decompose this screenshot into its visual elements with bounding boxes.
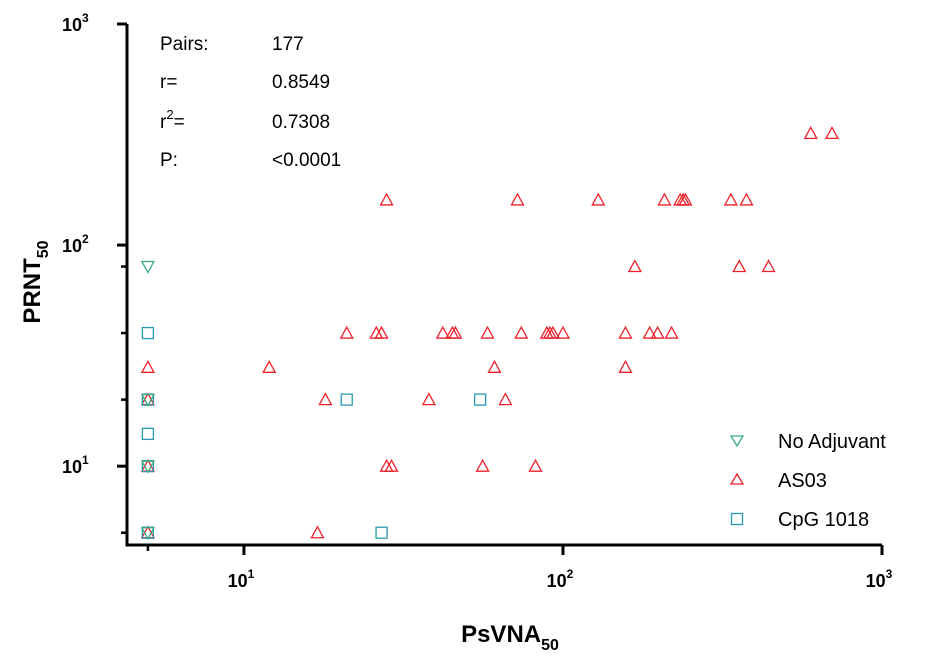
data-point-as03	[421, 392, 436, 406]
data-point-as03	[545, 325, 561, 339]
data-point-as03	[723, 192, 738, 206]
stat-r2-label-base: r	[160, 112, 167, 133]
data-point-cpg-1018	[473, 393, 487, 406]
data-point-cpg-1018	[340, 393, 353, 406]
data-point-as03	[498, 392, 513, 406]
data-point-no-adjuvant	[140, 527, 155, 541]
data-point-as03	[140, 359, 155, 373]
x-tick-label: 103	[866, 567, 893, 591]
data-point-as03	[678, 192, 693, 206]
stat-pairs-label: Pairs:	[160, 34, 209, 55]
y-tick-label: 102	[62, 232, 89, 256]
triangle-up-icon	[729, 472, 745, 485]
y-axis-title: PRNT50	[19, 240, 52, 323]
legend-item-no-adjuvant: No Adjuvant	[729, 431, 886, 453]
data-point-as03	[591, 192, 606, 206]
data-point-as03	[339, 325, 354, 339]
data-point-as03	[739, 192, 754, 206]
data-point-as03	[262, 359, 277, 373]
legend-item-as03: AS03	[729, 470, 827, 492]
data-point-as03	[510, 192, 525, 206]
data-point-no-adjuvant	[140, 260, 155, 274]
x-axis-title-subscript: 50	[541, 637, 559, 654]
legend: No Adjuvant AS03 CpG 1018	[729, 431, 886, 531]
legend-label-cpg-1018: CpG 1018	[778, 509, 869, 531]
data-point-as03	[310, 525, 325, 539]
data-point-as03	[435, 325, 450, 339]
data-point-as03	[761, 259, 776, 273]
stat-p-label: P:	[160, 150, 178, 171]
data-point-as03	[618, 359, 633, 373]
stat-r-label: r=	[160, 72, 177, 93]
x-tick-label: 102	[547, 567, 574, 591]
x-axis-title: PsVNA50	[461, 621, 559, 654]
stat-r-value: 0.8549	[272, 72, 330, 93]
data-point-as03	[642, 325, 657, 339]
x-axis-title-main: PsVNA	[461, 621, 541, 648]
stat-r2-label: r2=	[160, 107, 185, 133]
data-point-cpg-1018	[141, 326, 155, 340]
y-axis-title-main: PRNT	[19, 258, 46, 324]
y-tick-label: 101	[62, 453, 89, 477]
y-tick-label: 103	[62, 11, 89, 35]
data-point-as03	[384, 458, 399, 472]
data-point-as03	[379, 192, 394, 206]
data-point-as03	[732, 259, 747, 273]
x-tick-label: 101	[228, 567, 255, 591]
data-point-as03	[664, 325, 679, 339]
data-point-cpg-1018	[375, 526, 388, 539]
data-points	[140, 126, 840, 541]
data-point-as03	[627, 259, 642, 273]
data-point-as03	[618, 325, 633, 339]
data-point-as03	[475, 458, 490, 472]
axes	[125, 24, 882, 547]
data-point-as03	[657, 192, 672, 206]
stat-p-value: <0.0001	[272, 150, 341, 171]
data-point-as03	[824, 126, 840, 140]
stat-r2-value: 0.7308	[272, 112, 330, 133]
data-point-as03	[318, 392, 333, 406]
axis-ticks: 101 102 103 101 102 103	[62, 11, 893, 591]
data-point-as03	[555, 325, 571, 339]
legend-label-no-adjuvant: No Adjuvant	[778, 431, 886, 453]
stat-r2-label-sup: 2	[166, 107, 173, 122]
legend-item-cpg-1018: CpG 1018	[730, 509, 869, 531]
data-point-as03	[528, 458, 543, 472]
stat-pairs-value: 177	[272, 34, 304, 55]
data-point-no-adjuvant	[140, 460, 155, 474]
data-point-as03	[487, 359, 502, 373]
square-icon	[730, 512, 744, 526]
data-point-as03	[448, 325, 463, 339]
data-point-as03	[650, 325, 665, 339]
data-point-cpg-1018	[141, 427, 155, 441]
data-point-as03	[480, 325, 495, 339]
data-point-no-adjuvant	[140, 393, 155, 407]
stat-r2-label-tail: =	[174, 112, 185, 133]
triangle-down-icon	[729, 435, 745, 448]
data-point-as03	[803, 126, 818, 140]
legend-label-as03: AS03	[778, 470, 827, 492]
data-point-as03	[514, 325, 529, 339]
y-axis-title-subscript: 50	[35, 240, 52, 258]
data-point-as03	[374, 325, 389, 339]
stats-panel: Pairs: 177 r= 0.8549 r2= 0.7308 P: <0.00…	[160, 34, 341, 171]
